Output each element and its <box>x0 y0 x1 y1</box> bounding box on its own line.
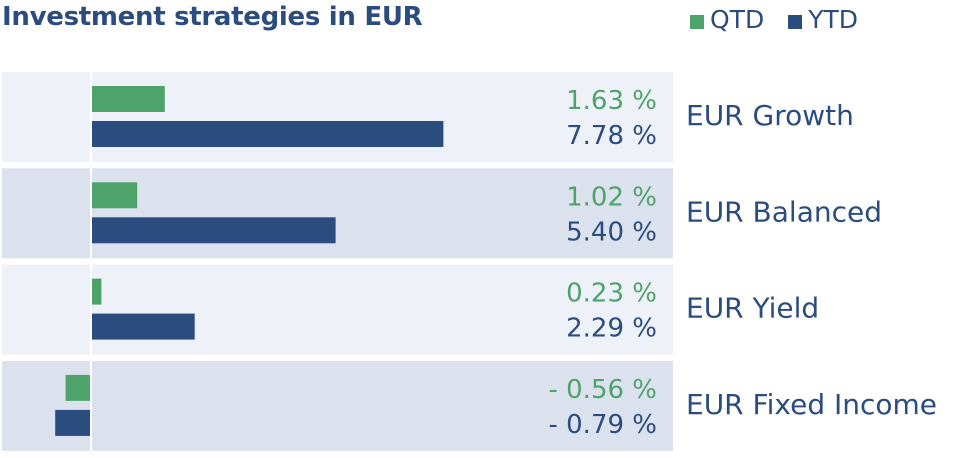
category-label-eur-yield: EUR Yield <box>686 292 819 325</box>
legend-label-qtd: QTD <box>710 4 765 34</box>
value-label-ytd-eur-fixed-income: - 0.79 % <box>548 410 657 440</box>
legend-item-ytd: YTD <box>788 5 858 34</box>
bar-qtd-eur-growth <box>91 86 165 112</box>
value-label-qtd-eur-yield: 0.23 % <box>566 279 657 309</box>
bar-qtd-eur-fixed-income <box>65 374 91 401</box>
legend-swatch-ytd <box>788 14 803 29</box>
bar-ytd-eur-yield <box>91 313 195 340</box>
value-label-qtd-eur-growth: 1.63 % <box>566 86 657 116</box>
category-label-eur-fixed-income: EUR Fixed Income <box>686 388 937 421</box>
row-eur-growth: 1.63 % 7.78 % EUR Growth <box>2 72 854 162</box>
legend: QTD YTD <box>690 4 882 34</box>
row-eur-yield: 0.23 % 2.29 % EUR Yield <box>2 264 819 355</box>
value-label-ytd-eur-yield: 2.29 % <box>566 314 657 344</box>
legend-swatch-qtd <box>690 14 704 29</box>
bar-ytd-eur-balanced <box>91 217 336 244</box>
chart-title: Investment strategies in EUR <box>2 2 423 32</box>
bar-ytd-eur-fixed-income <box>55 409 91 436</box>
row-eur-fixed-income: - 0.56 % - 0.79 % EUR Fixed Income <box>2 360 937 451</box>
value-label-qtd-eur-balanced: 1.02 % <box>566 182 657 212</box>
bar-ytd-eur-growth <box>91 121 444 147</box>
bar-qtd-eur-yield <box>91 278 102 305</box>
row-eur-balanced: 1.02 % 5.40 % EUR Balanced <box>2 168 882 259</box>
legend-label-ytd: YTD <box>808 4 858 34</box>
value-label-qtd-eur-fixed-income: - 0.56 % <box>548 375 657 405</box>
value-label-ytd-eur-growth: 7.78 % <box>566 121 657 151</box>
bar-qtd-eur-balanced <box>91 182 138 209</box>
legend-item-qtd: QTD <box>690 5 764 34</box>
category-label-eur-growth: EUR Growth <box>686 99 854 132</box>
value-label-ytd-eur-balanced: 5.40 % <box>566 217 657 247</box>
row-background <box>2 360 673 451</box>
category-label-eur-balanced: EUR Balanced <box>686 195 882 228</box>
